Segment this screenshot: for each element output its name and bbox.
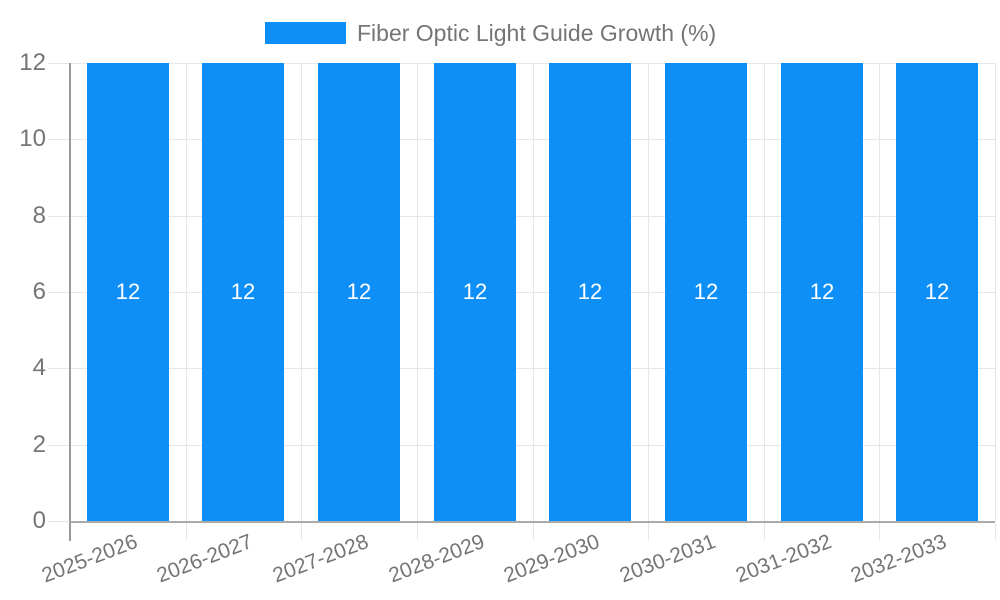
horizontal-gridline <box>70 139 995 140</box>
bar-value-label: 12 <box>693 279 719 304</box>
bar-value-label: 12 <box>577 279 603 304</box>
y-axis-tick <box>48 368 70 369</box>
y-axis-tick <box>48 63 70 64</box>
x-axis-tick <box>533 523 534 540</box>
horizontal-gridline <box>70 216 995 217</box>
bar <box>781 63 863 521</box>
bar-value-label: 12 <box>924 279 950 304</box>
bar <box>202 63 284 521</box>
chart-legend: Fiber Optic Light Guide Growth (%) <box>0 0 1000 50</box>
bar-value-label: 12 <box>809 279 835 304</box>
x-tick-label: 2025-2026 <box>38 530 141 588</box>
bar-value-label: 12 <box>115 279 141 304</box>
x-tick-label: 2030-2031 <box>616 530 719 588</box>
y-tick-label: 4 <box>32 354 46 381</box>
bar <box>318 63 400 521</box>
bar <box>434 63 516 521</box>
x-axis-tick <box>186 523 187 540</box>
vertical-gridline <box>417 63 418 521</box>
y-tick-label: 8 <box>32 202 46 229</box>
x-axis-tick <box>648 523 649 540</box>
bar-value-label: 12 <box>230 279 256 304</box>
x-tick-label: 2028-2029 <box>385 530 488 588</box>
vertical-gridline <box>995 63 996 521</box>
x-tick-label: 2032-2033 <box>847 530 950 588</box>
vertical-gridline <box>533 63 534 521</box>
y-axis-tick <box>48 139 70 140</box>
y-axis-tick <box>48 216 70 217</box>
vertical-gridline <box>648 63 649 521</box>
y-tick-label: 2 <box>32 431 46 458</box>
horizontal-gridline <box>70 63 995 64</box>
horizontal-gridline <box>70 292 995 293</box>
y-tick-label: 6 <box>32 278 46 305</box>
horizontal-gridline <box>70 445 995 446</box>
bar-value-label: 12 <box>462 279 488 304</box>
x-tick-label: 2027-2028 <box>269 530 372 588</box>
x-axis-tick <box>764 523 765 540</box>
x-axis-tick <box>417 523 418 540</box>
bar <box>87 63 169 521</box>
x-axis-tick <box>879 523 880 540</box>
y-tick-label: 0 <box>32 507 46 534</box>
legend-label: Fiber Optic Light Guide Growth (%) <box>357 20 717 46</box>
x-tick-label: 2026-2027 <box>153 530 256 588</box>
vertical-gridline <box>764 63 765 521</box>
bar <box>549 63 631 521</box>
legend-swatch <box>265 22 346 44</box>
x-tick-label: 2031-2032 <box>732 530 835 588</box>
x-tick-label: 2029-2030 <box>500 530 603 588</box>
bar-value-label: 12 <box>346 279 372 304</box>
y-axis-line <box>69 63 71 541</box>
x-axis-tick <box>995 523 996 540</box>
bar <box>665 63 747 521</box>
vertical-gridline <box>301 63 302 521</box>
y-tick-label: 10 <box>19 125 46 152</box>
y-axis-tick <box>48 445 70 446</box>
horizontal-gridline <box>70 368 995 369</box>
y-axis-tick <box>48 521 70 522</box>
vertical-gridline <box>186 63 187 521</box>
vertical-gridline <box>879 63 880 521</box>
x-axis-line <box>70 521 995 523</box>
bar <box>896 63 978 521</box>
x-axis-tick <box>301 523 302 540</box>
y-axis-tick <box>48 292 70 293</box>
y-tick-label: 12 <box>19 49 46 76</box>
